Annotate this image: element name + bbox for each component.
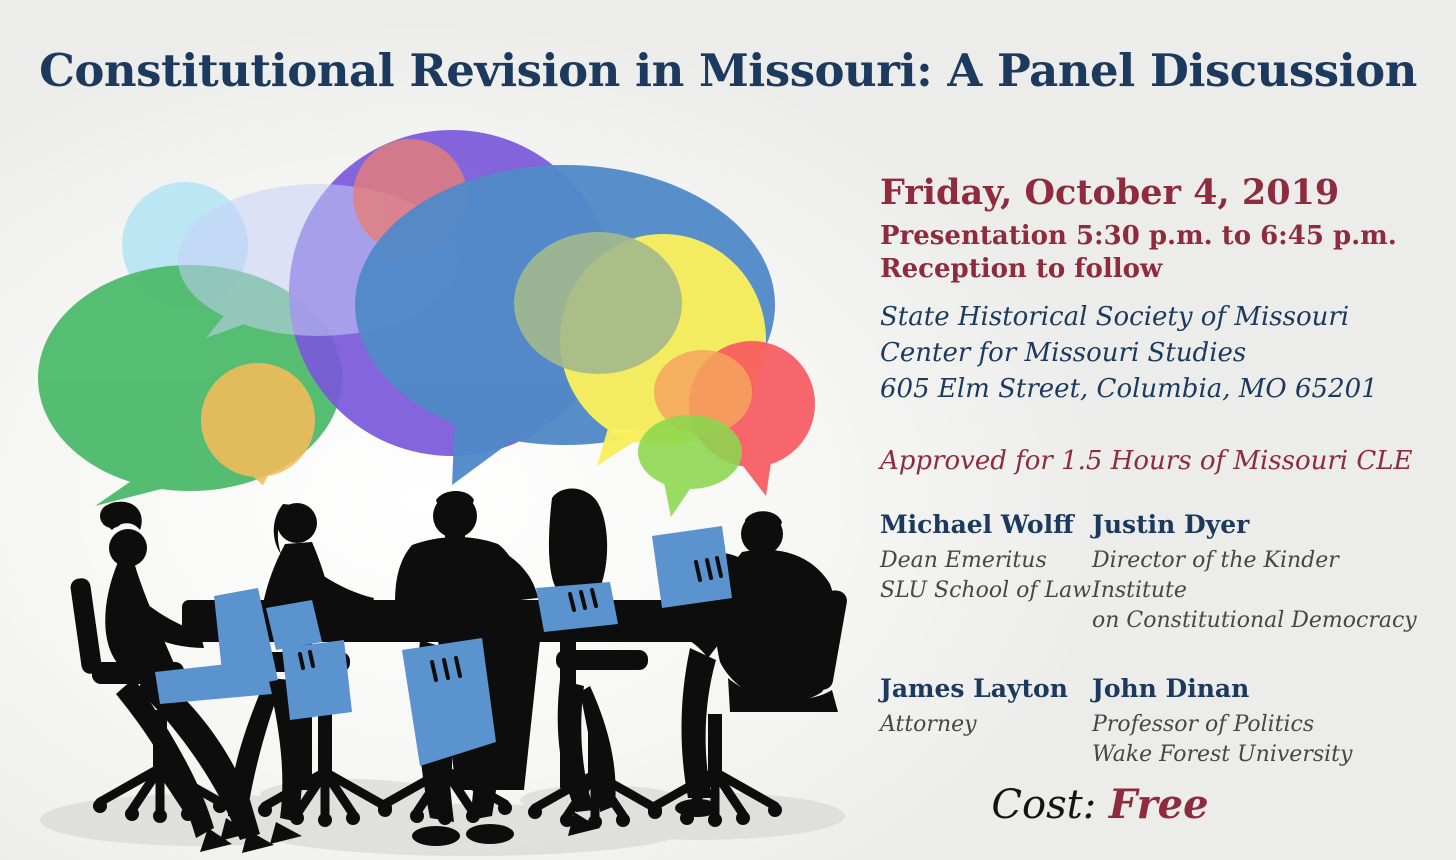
panelist-role: Professor of Politics: [1092, 712, 1315, 737]
folder-top: [266, 600, 322, 650]
panelist-name: John Dinan: [1092, 674, 1250, 703]
panelist-role: Attorney: [880, 712, 977, 737]
venue-line: 605 Elm Street, Columbia, MO 65201: [880, 374, 1378, 404]
paper-under-table-left: [282, 640, 352, 720]
panelist-michael-wolff: Michael Wolff Dean Emeritus SLU School o…: [880, 510, 1092, 636]
panelist-role: SLU School of Law: [880, 578, 1092, 603]
event-time: Presentation 5:30 p.m. to 6:45 p.m.: [880, 221, 1397, 251]
panelists-grid: Michael Wolff Dean Emeritus SLU School o…: [880, 510, 1440, 770]
panel-discussion-illustration: [38, 130, 847, 856]
paper-raised: [652, 526, 732, 608]
panelist-name: Michael Wolff: [880, 510, 1074, 539]
panelist-role: Dean Emeritus: [880, 548, 1047, 573]
person-man-reclining: [656, 511, 838, 817]
event-reception: Reception to follow: [880, 254, 1163, 284]
chair-back: [70, 578, 102, 674]
panelist-role: on Constitutional Democracy: [1092, 608, 1417, 633]
venue-line: State Historical Society of Missouri: [880, 302, 1350, 332]
panelist-james-layton: James Layton Attorney: [880, 674, 1092, 770]
chair-seat-right: [728, 678, 838, 712]
panelist-justin-dyer: Justin Dyer Director of the Kinder Insti…: [1092, 510, 1440, 636]
bubble-green-right: [638, 415, 742, 517]
panelist-role: Director of the Kinder Institute: [1092, 548, 1339, 603]
speech-bubbles: [38, 130, 815, 517]
tablet-on-table: [536, 582, 618, 632]
panelist-name: Justin Dyer: [1092, 510, 1250, 539]
chair-seat: [556, 650, 648, 670]
cost-label: Cost:: [991, 782, 1097, 828]
blue-documents: [155, 526, 732, 766]
bubble-orange-left: [201, 363, 315, 485]
cost-line: Cost: Free: [880, 781, 1320, 828]
bubble-overlap-sage: [514, 232, 682, 374]
cost-value: Free: [1108, 781, 1209, 828]
panelist-name: James Layton: [880, 674, 1068, 703]
paper-under-table-center: [402, 638, 496, 766]
venue-block: State Historical Society of Missouri Cen…: [880, 299, 1425, 407]
finger-marks: [298, 556, 723, 682]
event-date: Friday, October 4, 2019: [880, 172, 1340, 213]
person-woman-laptop: [100, 501, 274, 853]
venue-line: Center for Missouri Studies: [880, 338, 1247, 368]
cle-note: Approved for 1.5 Hours of Missouri CLE: [880, 446, 1413, 476]
bubble-orange-right: [654, 350, 752, 434]
laptop-keyboard: [155, 660, 272, 704]
page-title: Constitutional Revision in Missouri: A P…: [39, 44, 1417, 97]
panelist-john-dinan: John Dinan Professor of Politics Wake Fo…: [1092, 674, 1440, 770]
panelist-role: Wake Forest University: [1092, 742, 1353, 767]
